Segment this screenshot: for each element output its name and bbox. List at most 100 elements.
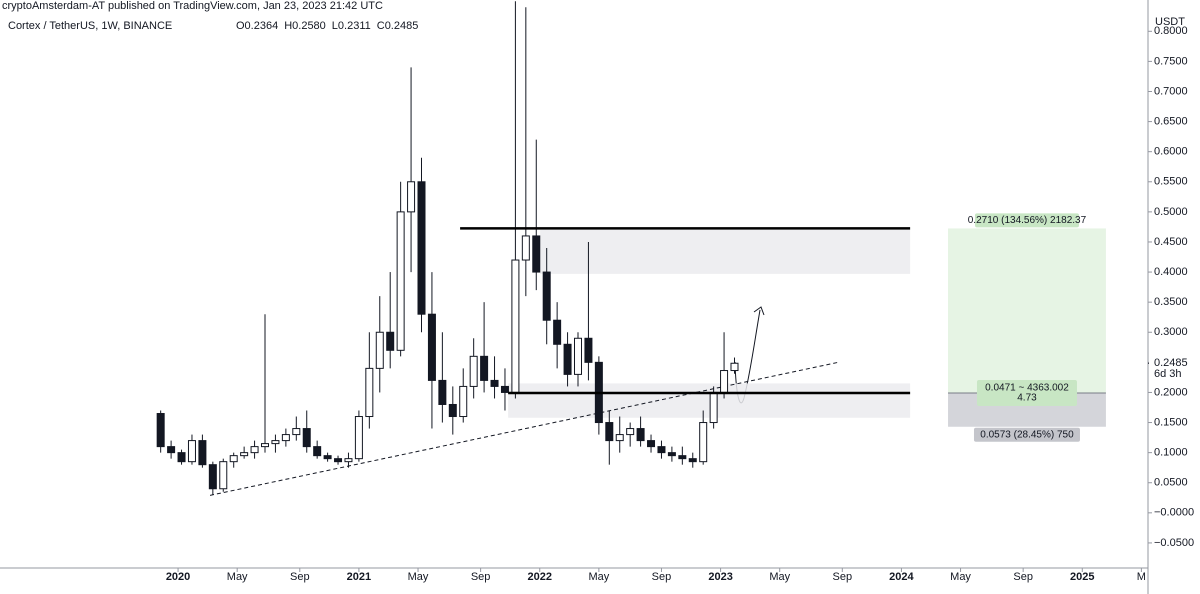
y-tick-label: 0.2000 — [1154, 386, 1188, 398]
entry-label: 0.0471 ~ 4363.002 — [985, 383, 1069, 394]
candle-body — [459, 385, 468, 418]
candle-body — [563, 343, 572, 375]
x-tick-label: May — [408, 571, 429, 583]
last-price-box — [1149, 356, 1200, 381]
label-box — [976, 380, 1077, 407]
candle-body — [302, 428, 311, 448]
zone — [508, 383, 911, 418]
candle-body — [500, 385, 509, 393]
candle-body — [313, 446, 322, 457]
candle-body — [605, 422, 614, 442]
y-tick-label: 0.1000 — [1154, 447, 1188, 459]
candle-body — [699, 422, 708, 463]
candle-body — [709, 391, 718, 424]
x-tick-label: Sep — [652, 571, 672, 583]
candle-body — [511, 259, 520, 393]
candle-body — [647, 440, 656, 448]
y-tick-label: 0.6500 — [1154, 115, 1188, 127]
y-tick-label: 0.3000 — [1154, 326, 1188, 338]
x-tick-label: 2025 — [1070, 571, 1094, 583]
candle-body — [407, 181, 416, 213]
y-tick-label: 0.6000 — [1154, 146, 1188, 158]
ohlc-label: L0.2311 — [332, 20, 371, 32]
candle-body — [720, 370, 729, 393]
y-tick-label: 0.5500 — [1154, 176, 1188, 188]
candle-body — [323, 455, 332, 460]
countdown-label: 6d 3h — [1154, 368, 1182, 380]
candle-body — [469, 355, 478, 387]
ohlc-label: H0.2580 — [284, 20, 326, 32]
candle-body — [521, 235, 530, 261]
y-tick-label: 0.4500 — [1154, 236, 1188, 248]
candle-body — [417, 181, 426, 315]
candle-body — [219, 461, 228, 490]
candle-body — [542, 271, 551, 321]
candle-body — [187, 440, 196, 463]
candle-body — [730, 362, 739, 372]
x-tick-label: 2021 — [347, 571, 371, 583]
y-tick-label: 0.0500 — [1154, 477, 1188, 489]
y-tick-label: 0.5000 — [1154, 206, 1188, 218]
candle-body — [615, 434, 624, 442]
candle-body — [584, 337, 593, 363]
x-tick-label: Sep — [833, 571, 853, 583]
y-tick-label: −0.0500 — [1154, 537, 1194, 549]
candle-body — [678, 455, 687, 460]
x-tick-label: Sep — [290, 571, 310, 583]
arrow-head — [753, 306, 765, 316]
x-tick-label: May — [588, 571, 609, 583]
candle-body — [240, 452, 249, 457]
x-tick-label: Sep — [1013, 571, 1033, 583]
candle-body — [667, 452, 676, 457]
x-tick-label: M — [1137, 571, 1146, 583]
ohlc-label: C0.2485 — [377, 20, 419, 32]
last-price-label: 0.2485 — [1154, 357, 1188, 369]
candle-body — [250, 446, 259, 454]
candle-body — [636, 428, 645, 442]
candle-body — [396, 211, 405, 351]
candle-body — [490, 379, 499, 387]
y-tick-label: 0.4000 — [1154, 266, 1188, 278]
candle-body — [626, 428, 635, 436]
chart-title: Cortex / TetherUS, 1W, BINANCE — [8, 20, 172, 32]
x-tick-label: May — [227, 571, 248, 583]
candle-body — [167, 446, 176, 454]
y-tick-label: 0.7500 — [1154, 55, 1188, 67]
candle-body — [354, 416, 363, 460]
target-label: 0.2710 (134.56%) 2182.37 — [968, 215, 1087, 226]
candle-body — [438, 379, 447, 405]
ohlc-label: O0.2364 — [236, 20, 278, 32]
candle-body — [292, 428, 301, 436]
x-tick-label: Sep — [471, 571, 491, 583]
candle-body — [177, 452, 186, 463]
y-tick-label: 0.8000 — [1154, 25, 1188, 37]
label-box — [974, 213, 1079, 228]
stop-label: 0.0573 (28.45%) 750 — [980, 429, 1074, 440]
candle-body — [375, 331, 384, 369]
candle-body — [344, 458, 353, 463]
candle-body — [427, 313, 436, 381]
candle-body — [553, 319, 562, 345]
x-tick-label: 2024 — [889, 571, 914, 583]
publisher: cryptoAmsterdam-AT published on TradingV… — [2, 0, 383, 12]
y-tick-label: 0.1500 — [1154, 416, 1188, 428]
candle-body — [480, 355, 489, 381]
candle-body — [208, 464, 217, 490]
x-tick-label: 2023 — [708, 571, 732, 583]
y-tick-label: −0.0000 — [1154, 507, 1194, 519]
label-box — [973, 427, 1080, 442]
x-tick-label: 2022 — [528, 571, 552, 583]
candle-body — [271, 440, 280, 445]
trendline — [209, 361, 839, 496]
candle-body — [657, 446, 666, 454]
entry-label: 4.73 — [1017, 393, 1037, 404]
candle-body — [334, 458, 343, 463]
y-tick-label: 0.7000 — [1154, 85, 1188, 97]
candle-body — [156, 413, 165, 448]
unit: USDT — [1155, 16, 1185, 28]
candle-body — [261, 443, 270, 448]
x-tick-label: May — [950, 571, 971, 583]
candle-body — [448, 403, 457, 418]
candle-body — [386, 331, 395, 351]
